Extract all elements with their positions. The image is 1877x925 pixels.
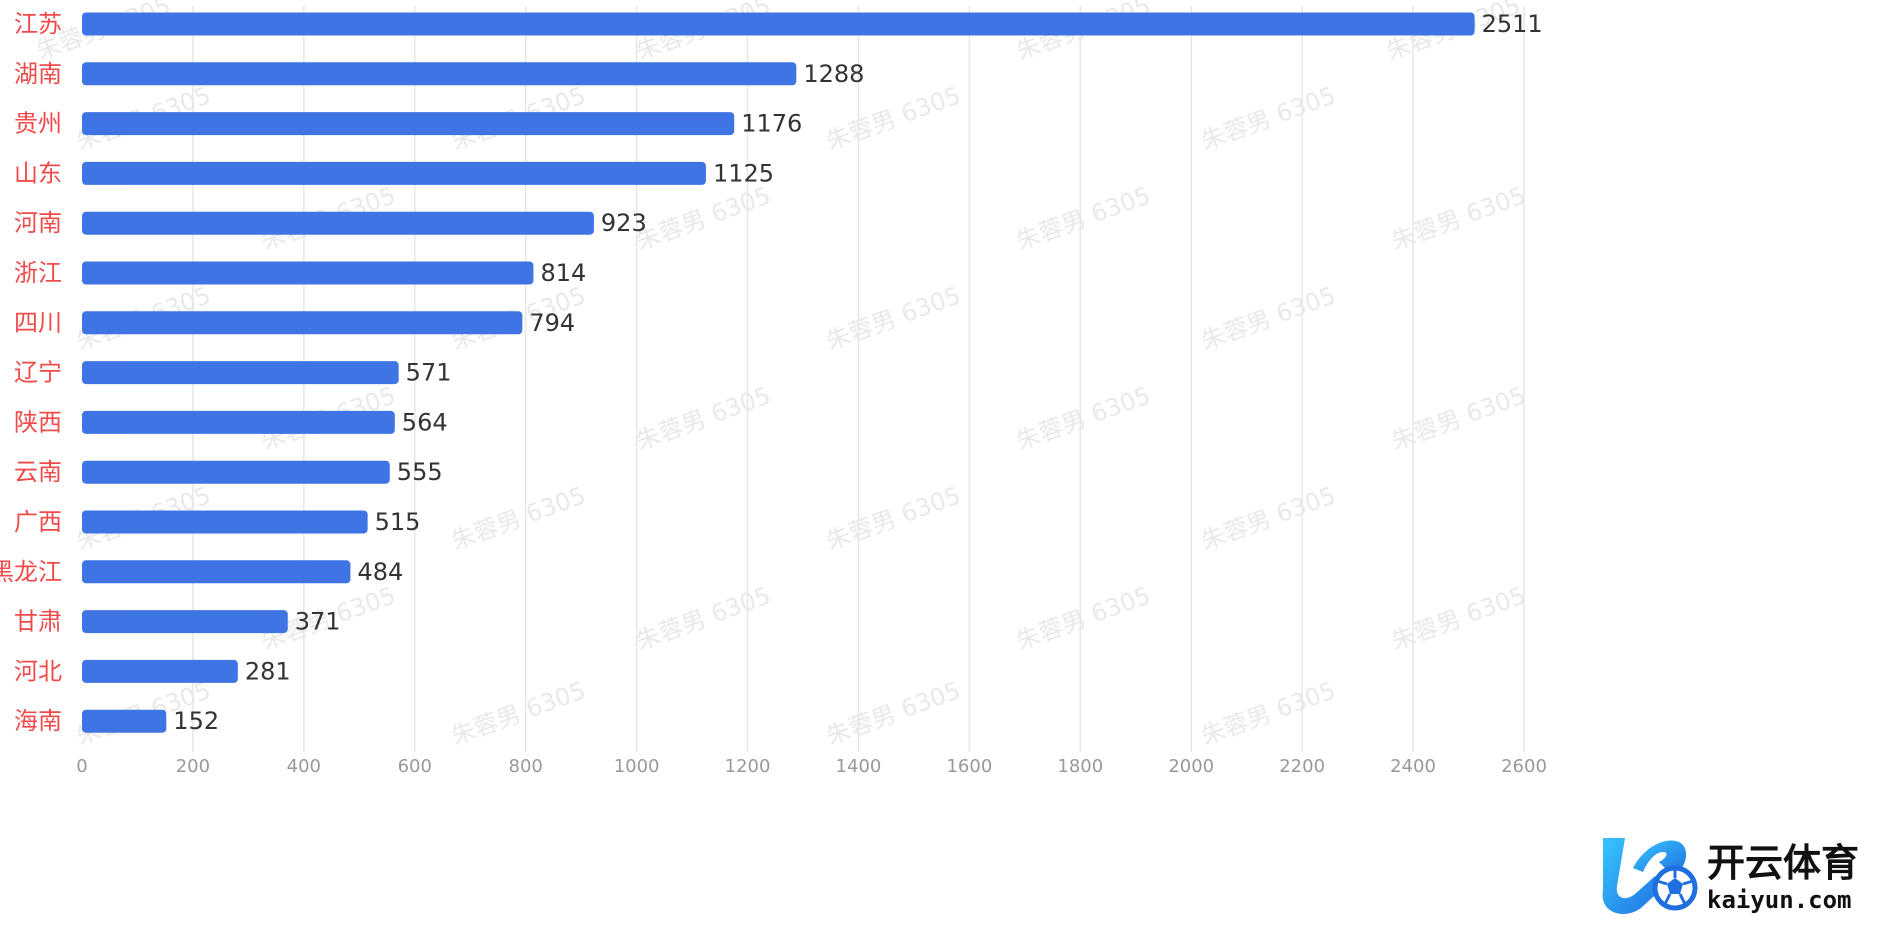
- category-label-1: 江苏: [14, 10, 62, 38]
- value-label-3: 1176: [741, 110, 802, 138]
- bar-8: [82, 361, 399, 385]
- category-label-12: 黑龙江: [0, 558, 62, 586]
- x-tick-label-1600: 1600: [946, 756, 992, 777]
- x-tick-label-0: 0: [76, 756, 87, 777]
- watermark-text: 朱蓉男 6305: [1012, 181, 1154, 255]
- bar-14: [82, 659, 238, 683]
- value-label-1: 2511: [1482, 10, 1543, 38]
- category-label-2: 湖南: [14, 60, 62, 88]
- value-label-10: 555: [397, 458, 443, 486]
- bar-5: [82, 211, 594, 235]
- x-tick-label-2600: 2600: [1501, 756, 1547, 777]
- watermark-text: 朱蓉男 6305: [447, 676, 589, 750]
- bar-2: [82, 62, 797, 86]
- watermark-text: 朱蓉男 6305: [1387, 381, 1529, 455]
- k-soccer-ball-icon: 开云体育 kaiyun.com: [1602, 838, 1859, 914]
- value-label-8: 571: [406, 359, 452, 387]
- category-label-15: 海南: [14, 707, 62, 735]
- value-label-14: 281: [245, 657, 291, 685]
- watermark-text: 朱蓉男 6305: [1197, 81, 1339, 155]
- value-label-7: 794: [529, 309, 575, 337]
- bar-13: [82, 610, 288, 634]
- x-axis-ticks: 0 200 400 600 800 1000 1200 1400 1600 1800 2000 220…: [76, 756, 1547, 777]
- bar-1: [82, 12, 1475, 36]
- x-tick-label-2000: 2000: [1168, 756, 1214, 777]
- bar-6: [82, 261, 534, 285]
- watermark-text: 朱蓉男 6305: [632, 181, 774, 255]
- x-tick-label-2400: 2400: [1390, 756, 1436, 777]
- category-label-13: 甘肃: [14, 608, 62, 636]
- watermark-text: 朱蓉男 6305: [1197, 281, 1339, 355]
- watermark-text: 朱蓉男 6305: [822, 281, 964, 355]
- value-label-4: 1125: [713, 159, 774, 187]
- bar-7: [82, 311, 523, 335]
- watermark-text: 朱蓉男 6305: [1012, 381, 1154, 455]
- category-label-8: 辽宁: [14, 359, 62, 387]
- x-tick-label-600: 600: [398, 756, 432, 777]
- watermark-text: 朱蓉男 6305: [1387, 581, 1529, 655]
- x-tick-label-400: 400: [287, 756, 321, 777]
- category-label-6: 浙江: [14, 259, 62, 287]
- category-label-10: 云南: [14, 458, 62, 486]
- category-label-9: 陕西: [14, 408, 62, 436]
- value-label-9: 564: [402, 408, 448, 436]
- watermark-text: 朱蓉男 6305: [822, 676, 964, 750]
- watermark-text: 朱蓉男 6305: [1197, 676, 1339, 750]
- category-label-4: 山东: [14, 159, 62, 187]
- bar-10: [82, 460, 390, 484]
- value-label-2: 1288: [803, 60, 864, 88]
- watermark-text: 朱蓉男 6305: [1387, 181, 1529, 255]
- category-label-5: 河南: [14, 209, 62, 237]
- bar-3: [82, 112, 735, 136]
- x-tick-label-1200: 1200: [725, 756, 771, 777]
- watermark-text: 朱蓉男 6305: [822, 81, 964, 155]
- logo-name: 开云体育: [1707, 841, 1859, 885]
- x-tick-label-2200: 2200: [1279, 756, 1325, 777]
- category-label-14: 河北: [14, 657, 62, 685]
- value-label-11: 515: [375, 508, 421, 536]
- kaiyun-logo: 开云体育 kaiyun.com: [1595, 828, 1870, 920]
- x-tick-label-1400: 1400: [836, 756, 882, 777]
- value-label-6: 814: [540, 259, 586, 287]
- watermark-text: 朱蓉男 6305: [822, 481, 964, 555]
- watermark-text: 朱蓉男 6305: [632, 381, 774, 455]
- x-tick-label-800: 800: [509, 756, 543, 777]
- bars-group: [82, 12, 1475, 733]
- value-label-15: 152: [173, 707, 219, 735]
- x-tick-label-1000: 1000: [614, 756, 660, 777]
- bar-4: [82, 161, 706, 185]
- watermark-text: 朱蓉男 6305: [632, 581, 774, 655]
- value-label-5: 923: [601, 209, 647, 237]
- logo-domain: kaiyun.com: [1707, 886, 1852, 914]
- x-tick-label-200: 200: [176, 756, 210, 777]
- bar-15: [82, 709, 167, 733]
- value-label-12: 484: [357, 558, 403, 586]
- bar-11: [82, 510, 368, 534]
- bar-9: [82, 410, 395, 434]
- value-label-13: 371: [295, 608, 341, 636]
- category-label-11: 广西: [14, 508, 62, 536]
- bar-12: [82, 560, 351, 584]
- watermark-text: 朱蓉男 6305: [1197, 481, 1339, 555]
- watermark-text: 朱蓉男 6305: [1012, 581, 1154, 655]
- watermark-text: 朱蓉男 6305: [447, 481, 589, 555]
- category-label-7: 四川: [14, 309, 62, 337]
- category-label-3: 贵州: [14, 110, 62, 138]
- x-tick-label-1800: 1800: [1057, 756, 1103, 777]
